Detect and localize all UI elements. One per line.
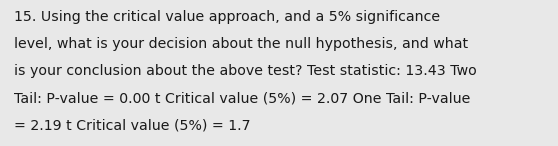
Text: 15. Using the critical value approach, and a 5% significance: 15. Using the critical value approach, a… xyxy=(14,10,440,24)
Text: Tail: P-value = 0.00 t Critical value (5%) = 2.07 One Tail: P-value: Tail: P-value = 0.00 t Critical value (5… xyxy=(14,91,470,105)
Text: = 2.19 t Critical value (5%) = 1.7: = 2.19 t Critical value (5%) = 1.7 xyxy=(14,118,251,132)
Text: is your conclusion about the above test? Test statistic: 13.43 Two: is your conclusion about the above test?… xyxy=(14,64,477,78)
Text: level, what is your decision about the null hypothesis, and what: level, what is your decision about the n… xyxy=(14,37,468,51)
